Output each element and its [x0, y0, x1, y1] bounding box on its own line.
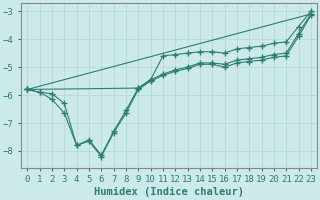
X-axis label: Humidex (Indice chaleur): Humidex (Indice chaleur) [94, 187, 244, 197]
